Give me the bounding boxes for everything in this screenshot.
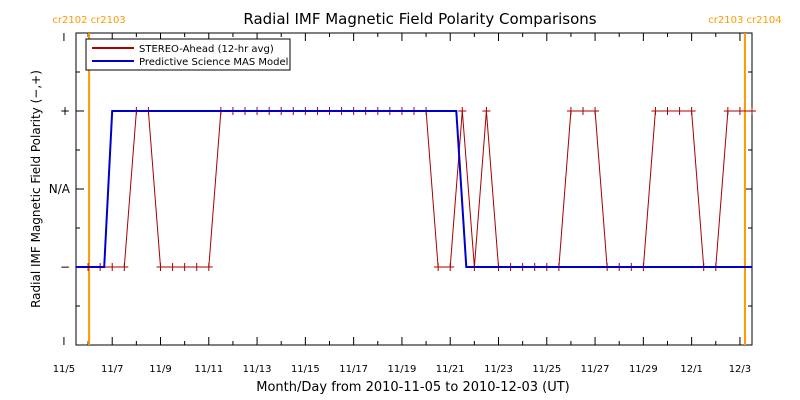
x-tick-label: 11/9 [149,364,171,375]
y-tick-label: N/A [49,182,71,196]
stereo-data-point [723,107,732,115]
x-tick-label: 11/27 [581,364,610,375]
series-layer [76,107,756,271]
x-tick-label: 11/11 [194,364,223,375]
x-tick-label: 11/21 [436,364,465,375]
legend-box [85,38,291,71]
stereo-data-point [204,263,213,271]
legend-label-mas: Predictive Science MAS Model [139,57,288,68]
x-tick-label: 12/3 [729,364,751,375]
x-tick-label: 11/17 [339,364,368,375]
stereo-data-point [675,107,684,115]
stereo-data-point [748,107,756,115]
stereo-data-point [687,107,696,115]
x-tick-label: 11/23 [484,364,513,375]
stereo-data-point [434,263,443,271]
x-tick-label: 11/25 [532,364,561,375]
stereo-data-point [651,107,660,115]
x-tick-label: 11/19 [388,364,417,375]
stereo-data-point [735,107,744,115]
stereo-data-point [566,107,575,115]
stereo-data-point [156,263,165,271]
carrington-rotation-label: cr2102 cr2103 [52,15,125,26]
x-axis-label: Month/Day from 2010-11-05 to 2010-12-03 … [256,380,569,395]
stereo-data-point [579,107,587,115]
chart-title: Radial IMF Magnetic Field Polarity Compa… [243,10,596,28]
stereo-data-point [663,107,672,115]
mas-model-line [76,110,752,268]
stereo-data-point [482,107,491,115]
stereo-data-point [591,107,600,115]
stereo-data-point [446,263,455,271]
x-tick-label: 11/15 [291,364,320,375]
x-tick-label: 11/29 [629,364,658,375]
stereo-data-point [180,263,189,271]
legend-label-stereo: STEREO-Ahead (12-hr avg) [139,44,274,55]
x-axis: 11/5 11/7 11/9 11/11 11/13 11/15 11/17 11/19 11/… [53,33,751,375]
y-axis: + N/A − [49,71,752,307]
y-axis-label: Radial IMF Magnetic Field Polarity (−,+) [29,70,43,308]
y-tick-label: − [60,260,70,274]
plot-frame [75,32,753,346]
stereo-data-point [168,263,177,271]
stereo-ahead-line [88,110,752,268]
x-tick-label: 11/5 [53,364,75,375]
x-tick-label: 11/7 [101,364,123,375]
carrington-rotation-label: cr2103 cr2104 [708,15,781,26]
stereo-data-point [192,263,201,271]
stereo-data-point [458,107,467,115]
x-tick-label: 11/13 [243,364,272,375]
y-tick-label: + [60,104,70,118]
x-tick-label: 12/1 [680,364,702,375]
stereo-data-point [108,263,117,271]
legend: STEREO-Ahead (12-hr avg) Predictive Scie… [85,38,291,71]
carrington-markers: cr2102 cr2103 cr2103 cr2104 [52,15,782,345]
stereo-data-point [120,263,129,271]
